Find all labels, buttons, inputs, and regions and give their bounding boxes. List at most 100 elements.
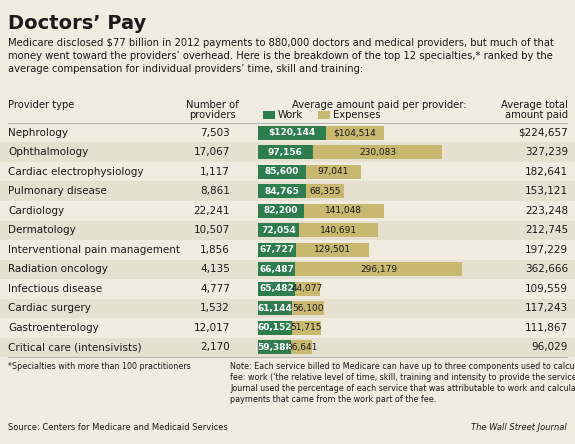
Text: $224,657: $224,657 — [518, 128, 568, 138]
Text: 85,600: 85,600 — [265, 167, 299, 176]
Text: 109,559: 109,559 — [525, 284, 568, 294]
FancyBboxPatch shape — [0, 143, 575, 162]
FancyBboxPatch shape — [325, 126, 385, 140]
Text: 2,170: 2,170 — [200, 342, 230, 352]
FancyBboxPatch shape — [263, 111, 275, 119]
Text: 362,666: 362,666 — [525, 264, 568, 274]
Text: Work: Work — [278, 110, 303, 120]
Text: 10,507: 10,507 — [194, 225, 230, 235]
Text: 66,487: 66,487 — [259, 265, 294, 274]
Text: Ophthalmology: Ophthalmology — [8, 147, 88, 157]
Text: 44,077: 44,077 — [292, 284, 323, 293]
FancyBboxPatch shape — [258, 282, 295, 296]
FancyBboxPatch shape — [258, 145, 313, 159]
Text: 97,156: 97,156 — [268, 148, 303, 157]
Text: 223,248: 223,248 — [525, 206, 568, 216]
Text: 141,048: 141,048 — [325, 206, 362, 215]
FancyBboxPatch shape — [0, 240, 575, 259]
Text: 1,532: 1,532 — [200, 303, 230, 313]
Text: 56,100: 56,100 — [293, 304, 324, 313]
Text: 296,179: 296,179 — [360, 265, 397, 274]
Text: 4,777: 4,777 — [200, 284, 230, 294]
Text: Critical care (intensivists): Critical care (intensivists) — [8, 342, 141, 352]
Text: 65,482: 65,482 — [259, 284, 294, 293]
Text: Cardiac electrophysiology: Cardiac electrophysiology — [8, 167, 144, 177]
FancyBboxPatch shape — [258, 301, 293, 315]
Text: 68,355: 68,355 — [309, 187, 341, 196]
Text: Nephrology: Nephrology — [8, 128, 68, 138]
Text: Dermatology: Dermatology — [8, 225, 76, 235]
FancyBboxPatch shape — [304, 204, 384, 218]
FancyBboxPatch shape — [318, 111, 330, 119]
Text: providers: providers — [189, 110, 235, 120]
FancyBboxPatch shape — [306, 184, 344, 198]
FancyBboxPatch shape — [0, 259, 575, 279]
FancyBboxPatch shape — [258, 321, 292, 335]
Text: Cardiac surgery: Cardiac surgery — [8, 303, 91, 313]
FancyBboxPatch shape — [258, 204, 304, 218]
Text: 96,029: 96,029 — [532, 342, 568, 352]
Text: $104,514: $104,514 — [334, 128, 377, 137]
Text: 59,388: 59,388 — [258, 343, 292, 352]
Text: Average total: Average total — [501, 100, 568, 110]
FancyBboxPatch shape — [258, 243, 296, 257]
Text: 51,715: 51,715 — [290, 323, 322, 332]
Text: 8,861: 8,861 — [200, 186, 230, 196]
Text: 1,117: 1,117 — [200, 167, 230, 177]
FancyBboxPatch shape — [258, 184, 306, 198]
Text: 82,200: 82,200 — [264, 206, 298, 215]
FancyBboxPatch shape — [0, 318, 575, 337]
FancyBboxPatch shape — [258, 262, 296, 276]
Text: Expenses: Expenses — [333, 110, 381, 120]
Text: 61,144: 61,144 — [258, 304, 293, 313]
FancyBboxPatch shape — [0, 201, 575, 221]
Text: 327,239: 327,239 — [525, 147, 568, 157]
Text: 197,229: 197,229 — [525, 245, 568, 255]
Text: Note: Each service billed to Medicare can have up to three components used to ca: Note: Each service billed to Medicare ca… — [230, 362, 575, 404]
FancyBboxPatch shape — [293, 301, 324, 315]
FancyBboxPatch shape — [0, 298, 575, 318]
Text: 7,503: 7,503 — [200, 128, 230, 138]
Text: 1,856: 1,856 — [200, 245, 230, 255]
FancyBboxPatch shape — [295, 282, 320, 296]
Text: $120,144: $120,144 — [268, 128, 316, 137]
Text: Interventional pain management: Interventional pain management — [8, 245, 180, 255]
Text: 212,745: 212,745 — [525, 225, 568, 235]
Text: Provider type: Provider type — [8, 100, 74, 110]
Text: 22,241: 22,241 — [194, 206, 230, 216]
FancyBboxPatch shape — [0, 182, 575, 201]
Text: 36,641: 36,641 — [286, 343, 317, 352]
Text: 12,017: 12,017 — [194, 323, 230, 333]
Text: 84,765: 84,765 — [264, 187, 300, 196]
FancyBboxPatch shape — [292, 321, 321, 335]
Text: 97,041: 97,041 — [318, 167, 349, 176]
FancyBboxPatch shape — [258, 340, 292, 354]
FancyBboxPatch shape — [0, 337, 575, 357]
Text: 60,152: 60,152 — [258, 323, 292, 332]
FancyBboxPatch shape — [296, 243, 369, 257]
FancyBboxPatch shape — [258, 223, 298, 237]
Text: Radiation oncology: Radiation oncology — [8, 264, 108, 274]
Text: 129,501: 129,501 — [314, 245, 351, 254]
Text: 111,867: 111,867 — [525, 323, 568, 333]
Text: 117,243: 117,243 — [525, 303, 568, 313]
Text: Medicare disclosed $77 billion in 2012 payments to 880,000 doctors and medical p: Medicare disclosed $77 billion in 2012 p… — [8, 38, 554, 74]
Text: Average amount paid per provider:: Average amount paid per provider: — [292, 100, 466, 110]
Text: 17,067: 17,067 — [194, 147, 230, 157]
FancyBboxPatch shape — [292, 340, 312, 354]
Text: 4,135: 4,135 — [200, 264, 230, 274]
Text: The Wall Street Journal: The Wall Street Journal — [472, 423, 567, 432]
FancyBboxPatch shape — [0, 221, 575, 240]
Text: Infectious disease: Infectious disease — [8, 284, 102, 294]
Text: 140,691: 140,691 — [320, 226, 356, 235]
FancyBboxPatch shape — [0, 123, 575, 143]
Text: 67,727: 67,727 — [259, 245, 294, 254]
Text: 153,121: 153,121 — [525, 186, 568, 196]
Text: Gastroenterology: Gastroenterology — [8, 323, 99, 333]
Text: Doctors’ Pay: Doctors’ Pay — [8, 14, 146, 33]
FancyBboxPatch shape — [0, 162, 575, 182]
FancyBboxPatch shape — [313, 145, 442, 159]
FancyBboxPatch shape — [298, 223, 378, 237]
Text: 72,054: 72,054 — [261, 226, 296, 235]
Text: 182,641: 182,641 — [525, 167, 568, 177]
